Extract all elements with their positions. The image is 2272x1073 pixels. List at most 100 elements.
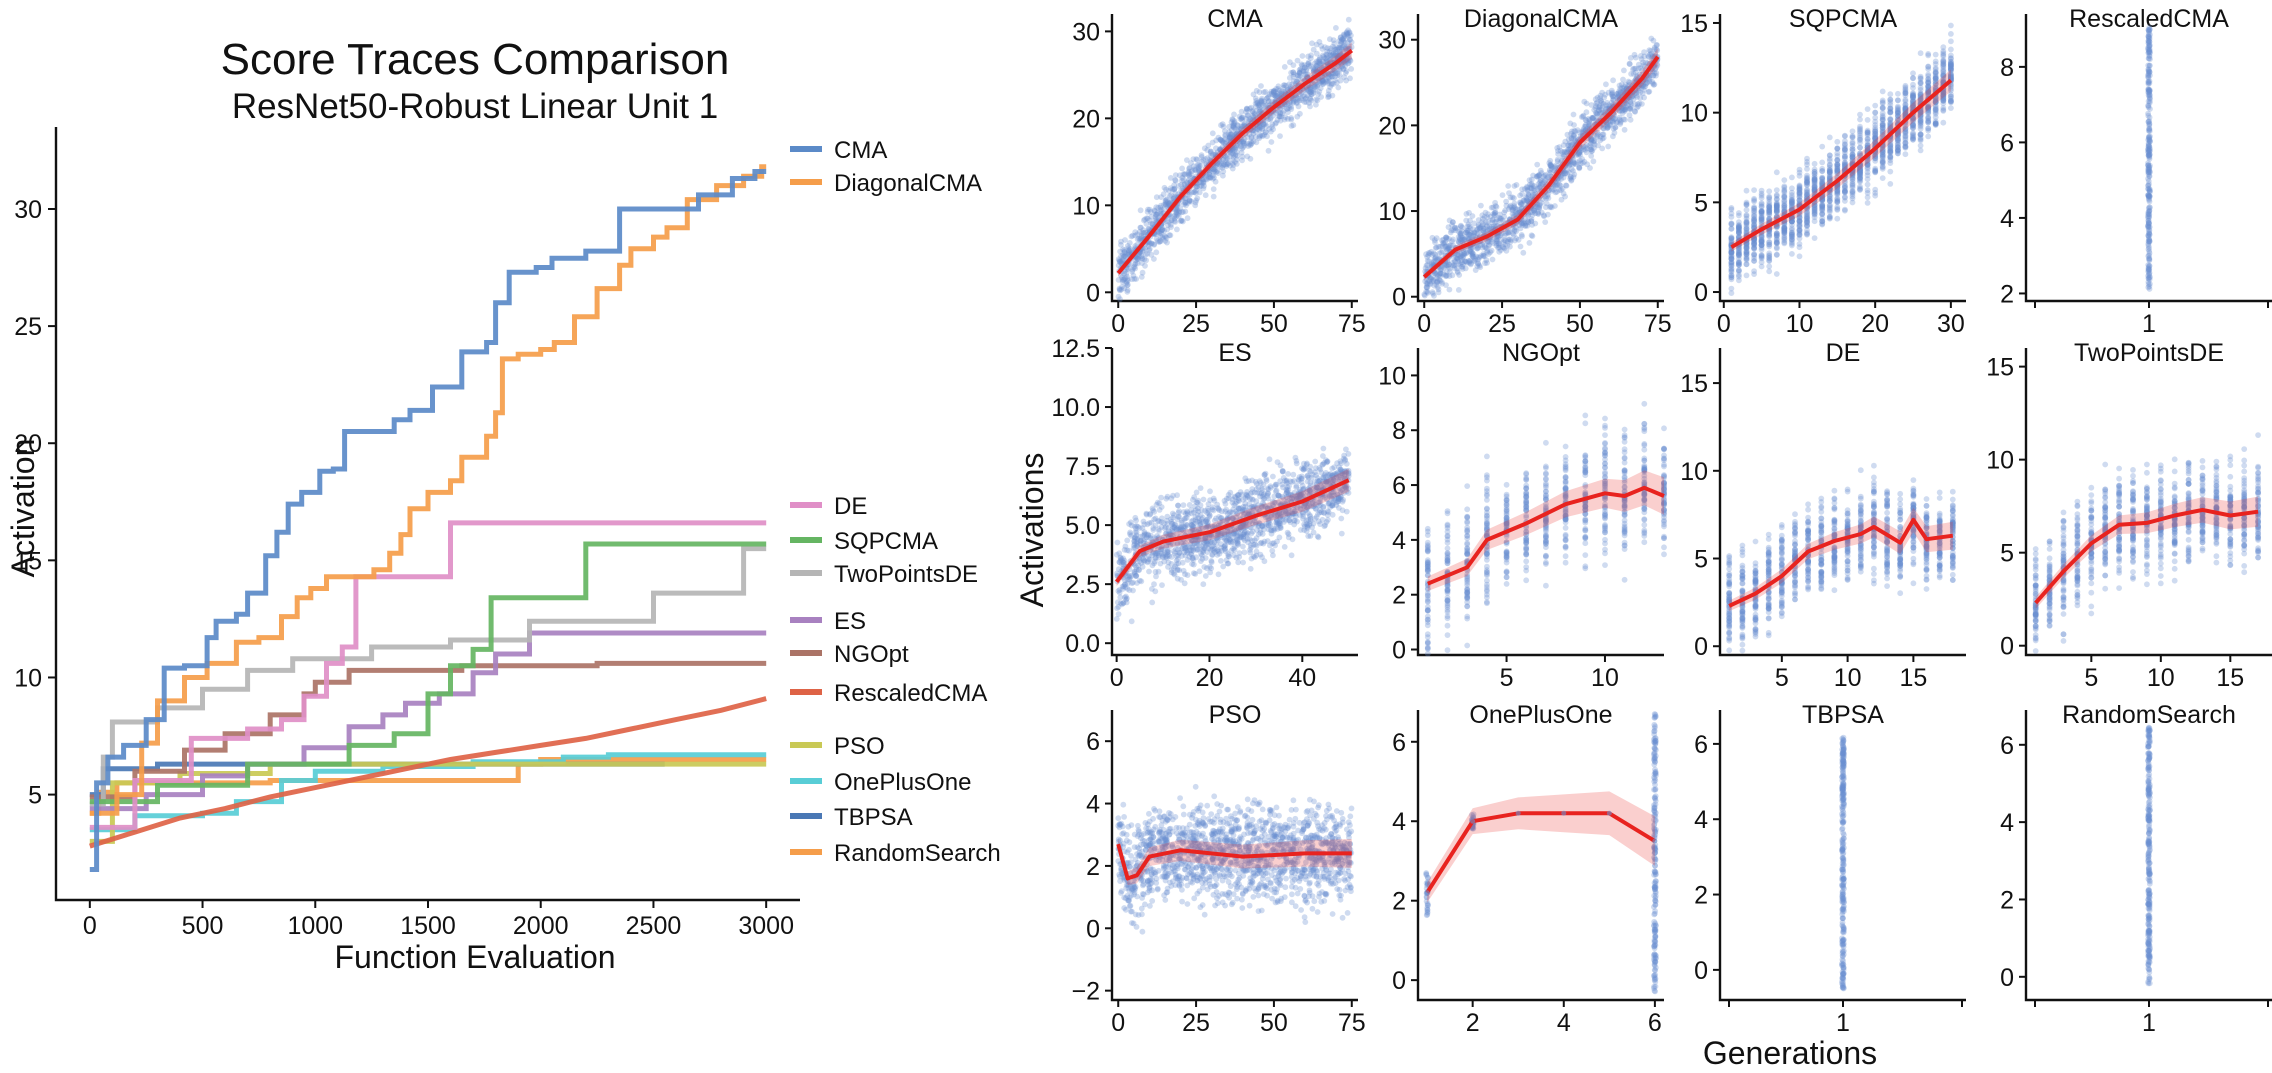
x-tick-label: 50 — [1566, 310, 1594, 338]
scatter-point — [1226, 123, 1232, 130]
scatter-point — [1619, 85, 1625, 91]
scatter-point — [1324, 77, 1330, 84]
scatter-point — [1290, 62, 1297, 68]
scatter-point — [1157, 207, 1164, 214]
scatter-point — [1567, 120, 1574, 127]
scatter-point — [1156, 238, 1163, 245]
legend-label-oneplusone: OnePlusOne — [834, 769, 971, 796]
x-tick-label: 500 — [182, 912, 224, 940]
scatter-point — [1948, 98, 1954, 104]
scatter-point — [1201, 145, 1208, 152]
scatter-point — [1879, 158, 1886, 165]
scatter-point — [1826, 134, 1833, 141]
scatter-point — [1196, 183, 1203, 190]
scatter-point — [1331, 68, 1338, 75]
scatter-point — [1221, 161, 1227, 168]
scatter-point — [1917, 120, 1924, 126]
scatter-point — [1298, 97, 1305, 103]
scatter-point — [1826, 169, 1833, 176]
scatter-point — [1520, 249, 1527, 256]
scatter-point — [1268, 139, 1275, 145]
scatter-points — [1728, 22, 1954, 296]
scatter-point — [1264, 95, 1271, 101]
main-chart-subtitle: ResNet50-Robust Linear Unit 1 — [232, 87, 718, 126]
scatter-point — [1625, 78, 1632, 85]
scatter-point — [1751, 246, 1757, 252]
scatter-point — [1300, 68, 1307, 75]
scatter-point — [1179, 165, 1185, 172]
scatter-point — [1244, 106, 1250, 113]
scatter-point — [1600, 135, 1607, 141]
scatter-point — [1168, 192, 1174, 199]
scatter-point — [1205, 142, 1212, 149]
scatter-point — [1545, 211, 1551, 218]
scatter-point — [1124, 276, 1131, 282]
scatter-point — [1457, 230, 1464, 237]
scatter-point — [1232, 151, 1239, 158]
scatter-point — [1210, 193, 1217, 200]
scatter-point — [1464, 227, 1471, 234]
scatter-point — [1117, 258, 1123, 265]
scatter-point — [1160, 191, 1167, 198]
x-tick-label: 3000 — [738, 912, 794, 940]
scatter-point — [1857, 134, 1863, 141]
scatter-point — [1887, 153, 1894, 159]
scatter-point — [1758, 187, 1765, 194]
scatter-point — [1489, 256, 1496, 263]
scatter-point — [1318, 79, 1325, 85]
scatter-point — [1285, 87, 1291, 94]
scatter-point — [1137, 224, 1144, 231]
x-tick-label: 25 — [1182, 310, 1210, 338]
scatter-point — [1819, 159, 1826, 166]
x-tick-label: 1500 — [400, 912, 456, 940]
scatter-point — [1307, 95, 1313, 102]
scatter-point — [1198, 158, 1205, 165]
scatter-point — [1288, 104, 1294, 110]
scatter-point — [1207, 174, 1214, 181]
scatter-point — [1917, 75, 1924, 81]
y-tick-label: 20 — [14, 430, 42, 458]
scatter-point — [1547, 161, 1554, 168]
scatter-point — [1130, 272, 1137, 279]
scatter-point — [1313, 62, 1320, 69]
x-tick-label: 20 — [1861, 310, 1889, 338]
series-line-de — [89, 520, 767, 830]
scatter-point — [1320, 80, 1327, 87]
scatter-point — [1728, 205, 1735, 211]
scatter-point — [1917, 80, 1924, 87]
y-tick-label: 25 — [14, 313, 42, 341]
scatter-point — [1143, 257, 1149, 264]
scatter-point — [1153, 194, 1160, 201]
scatter-point — [1178, 181, 1184, 188]
scatter-point — [1259, 133, 1266, 140]
scatter-point — [1348, 44, 1355, 51]
scatter-point — [1267, 116, 1274, 123]
scatter-point — [1826, 152, 1833, 159]
y-tick-label: 5 — [28, 782, 42, 810]
scatter-point — [1236, 126, 1242, 132]
scatter-point — [1290, 99, 1297, 106]
scatter-point — [1165, 199, 1171, 206]
scatter-point — [1925, 64, 1932, 70]
scatter-point — [1925, 78, 1932, 85]
scatter-point — [1271, 92, 1278, 99]
scatter-point — [1318, 94, 1324, 100]
scatter-point — [1277, 117, 1284, 124]
x-tick-label: 2500 — [626, 912, 682, 940]
scatter-point — [1335, 84, 1342, 91]
scatter-point — [1319, 58, 1326, 65]
scatter-point — [1606, 122, 1613, 129]
scatter-point — [1940, 44, 1947, 51]
y-tick-label: 30 — [1378, 27, 1406, 55]
scatter-point — [1879, 165, 1886, 172]
scatter-point — [1826, 215, 1833, 222]
scatter-point — [1751, 271, 1757, 277]
scatter-point — [1736, 226, 1742, 232]
scatter-point — [1621, 126, 1628, 133]
scatter-point — [1849, 139, 1856, 146]
scatter-point — [1162, 238, 1168, 244]
scatter-point — [1141, 217, 1147, 224]
scatter-point — [1240, 138, 1247, 145]
scatter-point — [1327, 45, 1334, 52]
